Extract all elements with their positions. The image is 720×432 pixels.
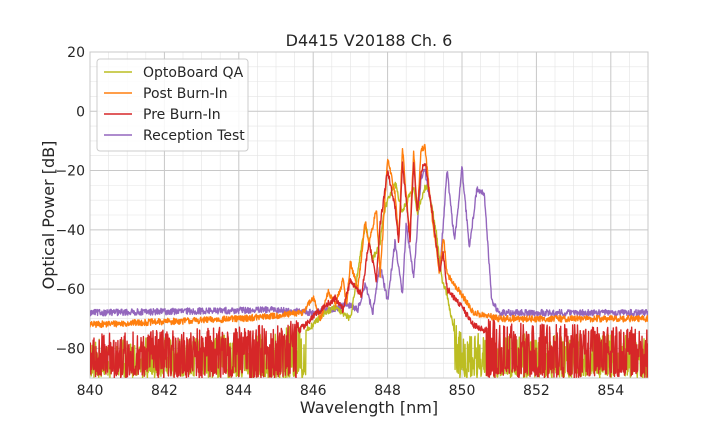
plot-frame [89,51,649,379]
y-tick-label: 0 [76,104,85,120]
x-tick-label: 848 [374,383,401,399]
legend-label-pre-burn-in: Pre Burn-In [143,107,221,123]
series-lines [90,143,648,378]
y-tick-label: 20 [67,45,85,61]
x-tick-label: 846 [300,383,327,399]
legend-label-optoboard-qa: OptoBoard QA [143,65,244,81]
x-axis-label: Wavelength [nm] [300,398,438,417]
x-tick-label: 840 [77,383,104,399]
legend-box [96,58,249,152]
series-line-reception-test [90,166,648,317]
series-line-pre-burn-in [90,161,648,378]
x-tick-label: 844 [225,383,252,399]
legend-label-post-burn-in: Post Burn-In [143,86,228,102]
y-tick-labels: 20 0 −20 −40 −60 −80 [55,45,85,357]
x-tick-label: 854 [597,383,624,399]
x-tick-labels: 840 842 844 846 848 850 852 854 [77,383,625,399]
chart-title: D4415 V20188 Ch. 6 [286,31,453,50]
x-tick-label: 850 [449,383,476,399]
y-tick-label: −80 [55,341,85,357]
x-tick-label: 852 [523,383,550,399]
legend: OptoBoard QA Post Burn-In Pre Burn-In Recep… [96,58,249,152]
y-tick-label: −20 [55,164,85,180]
y-tick-label: −60 [55,282,85,298]
y-tick-label: −40 [55,223,85,239]
legend-label-reception-test: Reception Test [143,128,245,144]
x-tick-label: 842 [151,383,178,399]
y-axis-label: Optical Power [dB] [39,141,58,290]
